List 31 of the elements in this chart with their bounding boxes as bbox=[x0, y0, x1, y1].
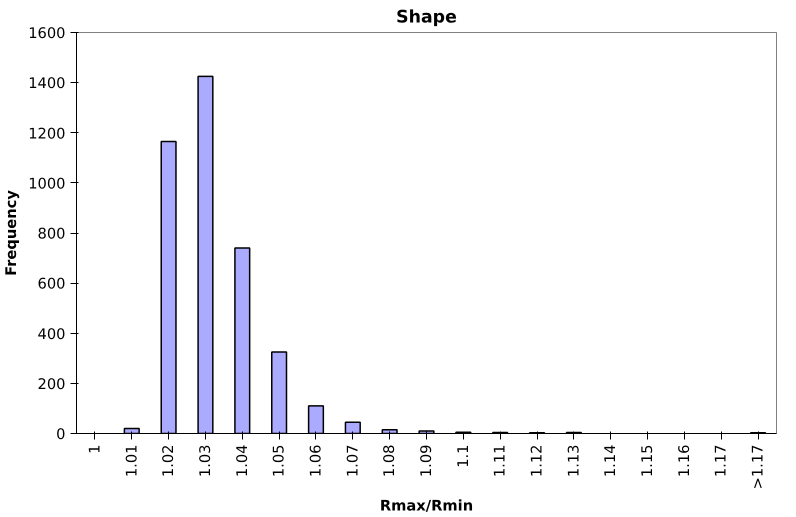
x-tick-label: 1.08 bbox=[381, 444, 398, 478]
x-tick-label: 1.13 bbox=[565, 444, 582, 478]
x-tick-label: 1.15 bbox=[639, 444, 656, 478]
x-tick-label: 1.01 bbox=[123, 444, 140, 478]
y-tick-label: 1200 bbox=[28, 125, 66, 142]
x-tick-label: >1.17 bbox=[750, 444, 767, 490]
x-tick-label: 1 bbox=[86, 444, 104, 454]
x-tick-label: 1.17 bbox=[712, 444, 730, 478]
x-tick-label: 1.07 bbox=[344, 444, 362, 478]
x-tick-label: 1.03 bbox=[196, 444, 214, 478]
y-tick-label: 0 bbox=[56, 426, 66, 443]
x-tick-label: 1.06 bbox=[307, 444, 324, 478]
y-tick-label: 1600 bbox=[28, 25, 66, 42]
chart-title: Shape bbox=[396, 8, 457, 28]
x-tick-label: 1.02 bbox=[160, 444, 178, 478]
y-tick-label: 1000 bbox=[28, 175, 66, 192]
x-tick-label: 1.04 bbox=[234, 444, 251, 478]
x-tick-label: 1.1 bbox=[454, 444, 472, 468]
x-tick-label: 1.12 bbox=[528, 444, 546, 478]
y-axis-title: Frequency bbox=[3, 190, 20, 276]
x-axis-title: Rmax/Rmin bbox=[380, 497, 474, 514]
x-tick-label: 1.11 bbox=[492, 444, 509, 478]
x-tick-label: 1.14 bbox=[602, 444, 620, 478]
x-tick-label: 1.05 bbox=[270, 444, 288, 478]
y-tick-label: 1400 bbox=[28, 75, 66, 92]
y-tick-label: 600 bbox=[38, 276, 66, 293]
y-tick-label: 800 bbox=[38, 226, 66, 242]
x-tick-label: 1.09 bbox=[418, 444, 435, 478]
y-tick-label: 200 bbox=[38, 376, 66, 393]
x-tick-label: 1.16 bbox=[676, 444, 693, 478]
y-tick-label: 400 bbox=[38, 326, 66, 343]
